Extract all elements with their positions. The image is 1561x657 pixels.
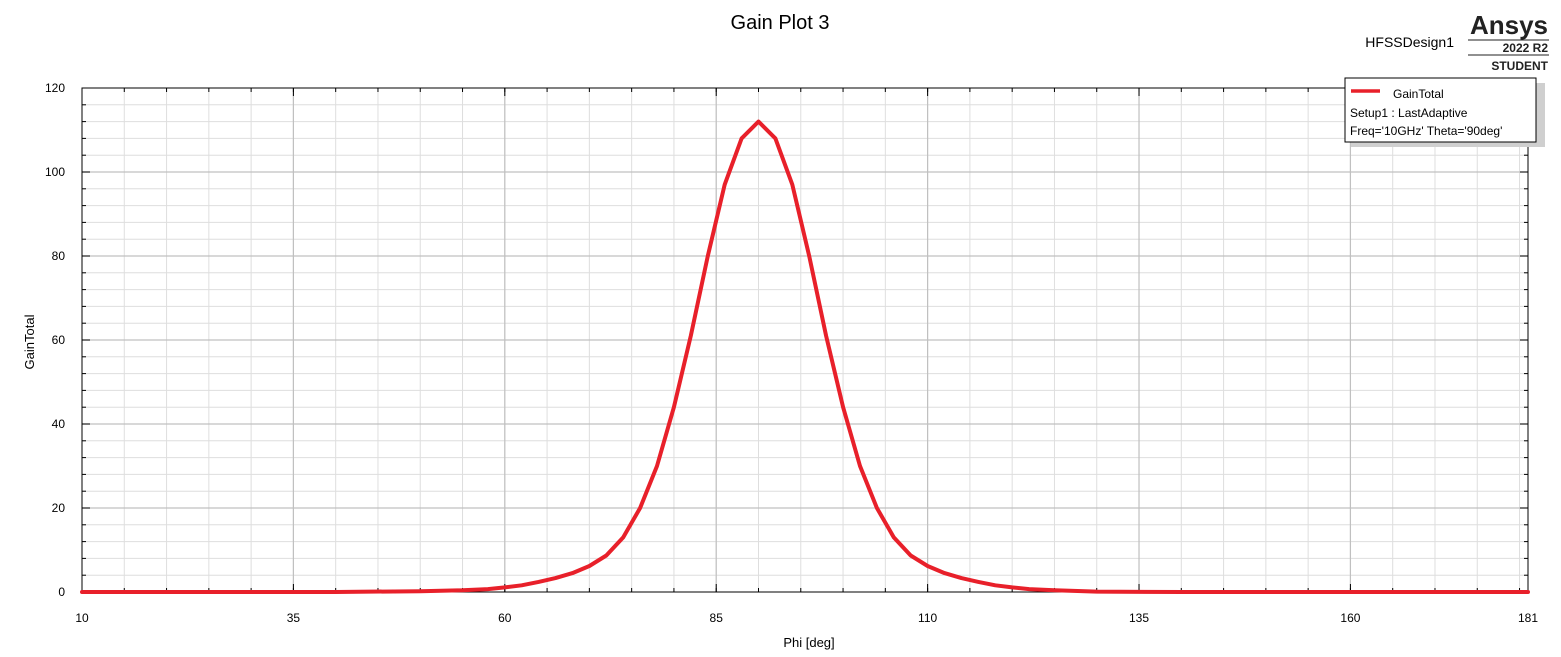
series-line-gaintotal — [80, 119, 1530, 594]
brand-edition: STUDENT — [1491, 59, 1548, 73]
x-tick-label: 135 — [1129, 611, 1149, 625]
x-tick-label: 10 — [75, 611, 89, 625]
y-tick-label: 100 — [45, 165, 65, 179]
x-tick-label: 85 — [710, 611, 724, 625]
y-tick-label: 80 — [52, 249, 66, 263]
design-name: HFSSDesign1 — [1365, 34, 1454, 50]
x-tick-label: 60 — [498, 611, 512, 625]
y-tick-label: 0 — [58, 585, 65, 599]
brand-version: 2022 R2 — [1503, 41, 1549, 55]
x-tick-label: 110 — [918, 611, 937, 625]
y-tick-label: 20 — [52, 501, 66, 515]
legend-box — [1344, 77, 1537, 143]
y-tick-labels: 0 20 40 60 80 100 120 — [45, 81, 65, 599]
y-axis-label: GainTotal — [22, 314, 37, 369]
y-tick-label: 40 — [52, 417, 66, 431]
series-layer — [80, 119, 1530, 594]
x-tick-label: 181 — [1518, 611, 1538, 625]
chart-title: Gain Plot 3 — [731, 12, 830, 34]
brand-name: Ansys — [1470, 10, 1548, 40]
x-tick-label: 160 — [1340, 611, 1360, 625]
legend-line-1: Setup1 : LastAdaptive — [1350, 106, 1468, 120]
y-tick-label: 60 — [52, 333, 66, 347]
legend: GainTotal Setup1 : LastAdaptive Freq='10… — [1344, 77, 1545, 147]
x-tick-labels: 10 35 60 85 110 135 160 181 — [75, 611, 1538, 625]
major-grid — [82, 88, 1528, 592]
legend-line-2: Freq='10GHz' Theta='90deg' — [1350, 124, 1502, 138]
legend-series-name: GainTotal — [1393, 87, 1444, 101]
y-tick-label: 120 — [45, 81, 65, 95]
x-tick-label: 35 — [287, 611, 301, 625]
ansys-logo: Ansys 2022 R2 STUDENT — [1468, 10, 1549, 73]
x-axis-label: Phi [deg] — [783, 635, 834, 650]
